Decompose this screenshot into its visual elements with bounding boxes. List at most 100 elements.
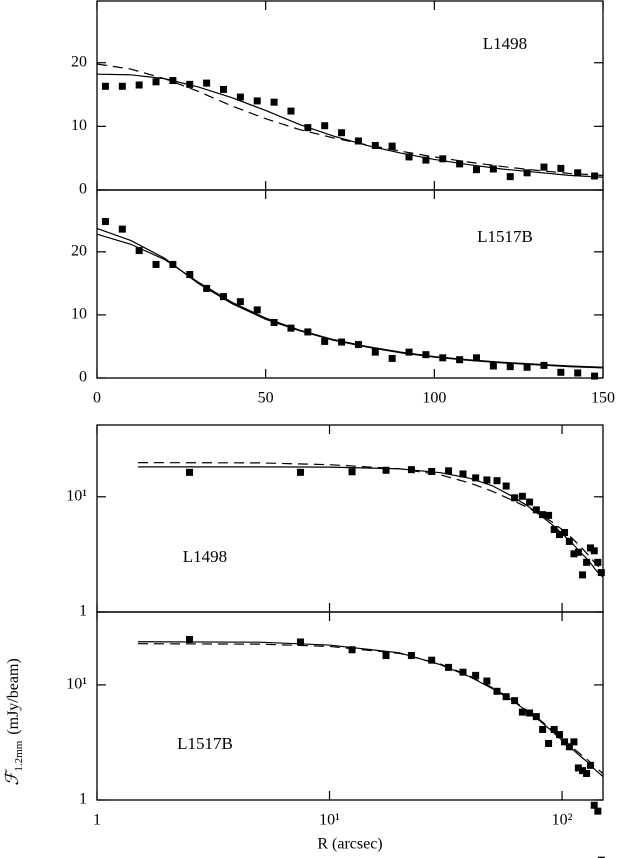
data-point: [574, 369, 582, 377]
data-point: [489, 362, 497, 370]
data-point: [557, 368, 565, 376]
data-point: [321, 122, 329, 130]
data-point: [456, 160, 464, 168]
data-point: [101, 82, 109, 90]
data-point: [135, 247, 143, 255]
data-point: [523, 169, 531, 177]
data-point: [371, 141, 379, 149]
data-point: [597, 856, 605, 858]
data-point: [526, 498, 534, 506]
model-curve: [96, 73, 604, 178]
y-tick-label: 10¹: [66, 487, 87, 504]
y-axis-label-symbol: ℱ: [2, 769, 22, 786]
data-point: [296, 638, 304, 646]
data-point: [407, 652, 415, 660]
data-point: [518, 492, 526, 500]
y-tick-label: 20: [71, 242, 87, 259]
model-curve: [96, 227, 604, 369]
data-point: [545, 511, 553, 519]
data-point: [472, 671, 480, 679]
data-point: [101, 218, 109, 226]
data-point: [253, 97, 261, 105]
data-point: [574, 764, 582, 772]
data-point: [405, 348, 413, 356]
model-curve: [137, 462, 604, 571]
data-point: [152, 260, 160, 268]
y-tick-label: 0: [79, 181, 87, 198]
data-point: [118, 82, 126, 90]
data-point: [518, 708, 526, 716]
data-point: [574, 169, 582, 177]
data-point: [296, 468, 304, 476]
data-point: [493, 477, 501, 485]
data-point: [382, 466, 390, 474]
panel-frame: [96, 0, 604, 191]
data-point: [186, 636, 194, 644]
data-point: [483, 476, 491, 484]
data-point: [388, 354, 396, 362]
data-point: [523, 363, 531, 371]
data-point: [445, 467, 453, 475]
data-point: [511, 697, 519, 705]
data-point: [590, 547, 598, 555]
x-tick-label: 10¹: [319, 812, 340, 829]
data-point: [405, 153, 413, 161]
data-point: [579, 571, 587, 579]
data-point: [459, 668, 467, 676]
data-point: [388, 142, 396, 150]
data-point: [570, 738, 578, 746]
data-point: [506, 363, 514, 371]
panel-annotation: L1498: [183, 547, 227, 566]
data-point: [253, 306, 261, 314]
data-point: [473, 166, 480, 174]
model-curve: [137, 643, 604, 774]
x-tick-label: 10²: [552, 812, 573, 829]
panel-frame: [96, 424, 604, 613]
data-point: [321, 337, 329, 345]
panel-annotation: L1517B: [477, 227, 533, 246]
data-point: [459, 470, 467, 478]
model-curve: [96, 233, 604, 368]
data-point: [472, 474, 480, 482]
data-point: [287, 107, 295, 115]
data-point: [382, 652, 390, 660]
data-point: [594, 807, 602, 815]
data-point: [555, 731, 563, 739]
data-point: [502, 482, 510, 490]
data-point: [236, 298, 244, 306]
data-point: [550, 725, 558, 733]
data-point: [557, 164, 565, 172]
data-point: [540, 163, 548, 171]
data-point: [422, 156, 430, 164]
data-point: [203, 79, 211, 87]
x-tick-label: 50: [258, 390, 274, 407]
data-point: [473, 354, 480, 362]
data-point: [371, 348, 379, 356]
data-point: [591, 372, 599, 380]
data-point: [422, 351, 430, 359]
data-point: [348, 646, 356, 654]
data-point: [565, 537, 573, 545]
data-point: [583, 558, 591, 566]
y-tick-label: 1: [79, 791, 87, 808]
data-point: [550, 526, 558, 534]
data-point: [594, 558, 602, 566]
panel-annotation: L1498: [483, 34, 527, 53]
data-point: [270, 98, 278, 106]
data-point: [338, 129, 346, 137]
y-tick-label: 10: [71, 117, 87, 134]
y-tick-label: 10: [71, 306, 87, 323]
data-point: [532, 506, 540, 514]
y-tick-label: 0: [79, 369, 87, 386]
data-point: [555, 531, 563, 539]
data-point: [186, 271, 194, 279]
model-curve: [137, 641, 604, 777]
panel-annotation: L1517B: [177, 734, 233, 753]
data-point: [570, 550, 578, 558]
data-point: [591, 172, 599, 180]
data-point: [579, 767, 587, 775]
x-tick-label: 0: [93, 390, 101, 407]
data-point: [186, 468, 194, 476]
data-point: [354, 137, 362, 145]
data-point: [586, 544, 594, 552]
